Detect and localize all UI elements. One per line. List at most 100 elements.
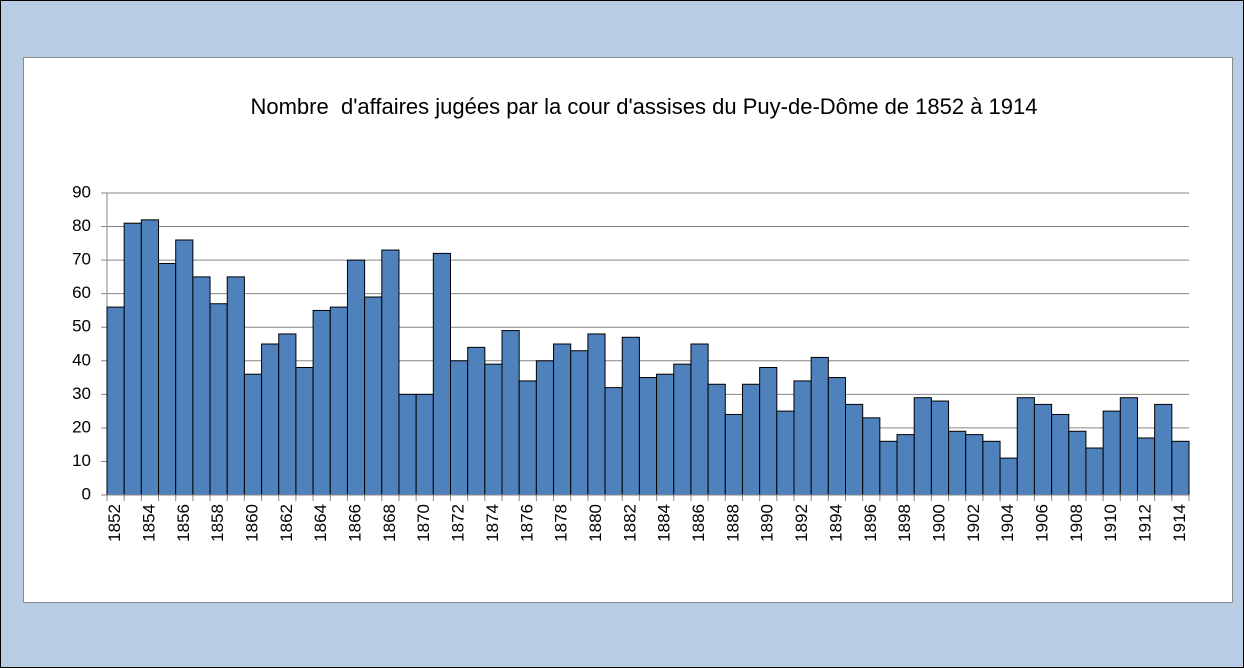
bar (879, 440, 898, 496)
bar (982, 440, 1001, 496)
y-tick-label: 10 (72, 451, 91, 470)
bar (106, 306, 125, 496)
chart-area: Nombre d'affaires jugées par la cour d'a… (23, 57, 1233, 603)
bar (656, 373, 675, 496)
bar (896, 434, 915, 496)
x-tick-label: 1860 (242, 504, 261, 542)
y-tick-label: 30 (72, 384, 91, 403)
bar (1136, 437, 1156, 496)
bar (295, 366, 314, 496)
y-tick-label: 50 (72, 317, 91, 336)
bar (415, 393, 434, 496)
x-tick-label: 1872 (449, 504, 468, 542)
bar (1068, 430, 1087, 496)
x-tick-label: 1854 (139, 504, 158, 542)
bar (707, 383, 726, 496)
x-tick-label: 1868 (380, 504, 399, 542)
bar (484, 363, 503, 496)
x-tick-label: 1888 (723, 504, 742, 542)
x-tick-label: 1908 (1067, 504, 1086, 542)
bar (638, 377, 658, 496)
bar (587, 333, 606, 496)
bar (570, 350, 589, 496)
bar (192, 276, 211, 496)
bar (226, 276, 245, 496)
bar (621, 336, 640, 496)
bar (1154, 403, 1173, 496)
x-tick-label: 1886 (689, 504, 708, 542)
bar (346, 259, 366, 496)
bar (432, 252, 451, 496)
chart-title: Nombre d'affaires jugées par la cour d'a… (250, 94, 1038, 119)
x-tick-label: 1884 (655, 504, 674, 542)
bar (604, 387, 623, 496)
chart: 0 10 20 30 40 50 60 70 80 90 1852 1854 1856 1858 1860 1… (72, 182, 1190, 542)
x-tick-label: 1902 (964, 504, 983, 542)
bar (123, 222, 142, 496)
y-tick-label: 40 (72, 350, 91, 369)
bar (845, 403, 864, 496)
bar (1102, 410, 1121, 496)
bar (724, 413, 743, 496)
bar (810, 356, 829, 496)
bar (278, 333, 297, 496)
x-tick-label: 1866 (346, 504, 365, 542)
x-tick-label: 1900 (929, 504, 948, 542)
y-tick-label: 70 (72, 250, 91, 269)
bar (965, 434, 984, 496)
x-tick-label: 1910 (1101, 504, 1120, 542)
bar (140, 219, 160, 496)
bar (673, 363, 692, 496)
bar (741, 383, 761, 496)
x-tick-label: 1856 (174, 504, 193, 542)
bar (913, 397, 932, 496)
bar (1033, 403, 1053, 496)
y-tick-label: 20 (72, 417, 91, 436)
x-tick-label: 1892 (792, 504, 811, 542)
x-tick-label: 1870 (414, 504, 433, 542)
bar (158, 262, 177, 496)
y-tick-label: 90 (72, 182, 91, 201)
x-tick-label: 1914 (1170, 504, 1189, 542)
x-tick-label: 1880 (586, 504, 605, 542)
bar (690, 343, 709, 496)
x-tick-label: 1882 (620, 504, 639, 542)
x-tick-label: 1890 (758, 504, 777, 542)
bar (518, 380, 537, 496)
bar (776, 410, 795, 496)
bar (535, 360, 555, 496)
bar (1016, 397, 1035, 496)
bar (793, 380, 812, 496)
bar (930, 400, 950, 496)
bar (467, 346, 486, 496)
y-tick-label: 0 (82, 484, 91, 503)
bar (862, 417, 881, 496)
bar (261, 343, 280, 496)
bar (759, 366, 778, 496)
bar (948, 430, 967, 496)
x-tick-label: 1898 (895, 504, 914, 542)
bar (1119, 397, 1138, 496)
bar (364, 296, 383, 496)
y-tick-label: 60 (72, 283, 91, 302)
y-tick-label: 80 (72, 216, 91, 235)
bar (827, 377, 847, 496)
x-tick-label: 1858 (208, 504, 227, 542)
x-tick-label: 1862 (277, 504, 296, 542)
x-tick-label: 1894 (826, 504, 845, 542)
x-tick-label: 1852 (105, 504, 124, 542)
bar (243, 373, 263, 496)
bar (501, 330, 520, 496)
bar (398, 393, 417, 496)
x-tick-label: 1874 (483, 504, 502, 542)
bar (449, 360, 469, 496)
x-tick-label: 1904 (998, 504, 1017, 542)
bar (329, 306, 348, 496)
bar (553, 343, 572, 496)
x-tick-label: 1878 (552, 504, 571, 542)
x-tick-label: 1876 (517, 504, 536, 542)
bar (999, 457, 1018, 496)
bar (1171, 440, 1190, 496)
bar (1051, 413, 1070, 496)
